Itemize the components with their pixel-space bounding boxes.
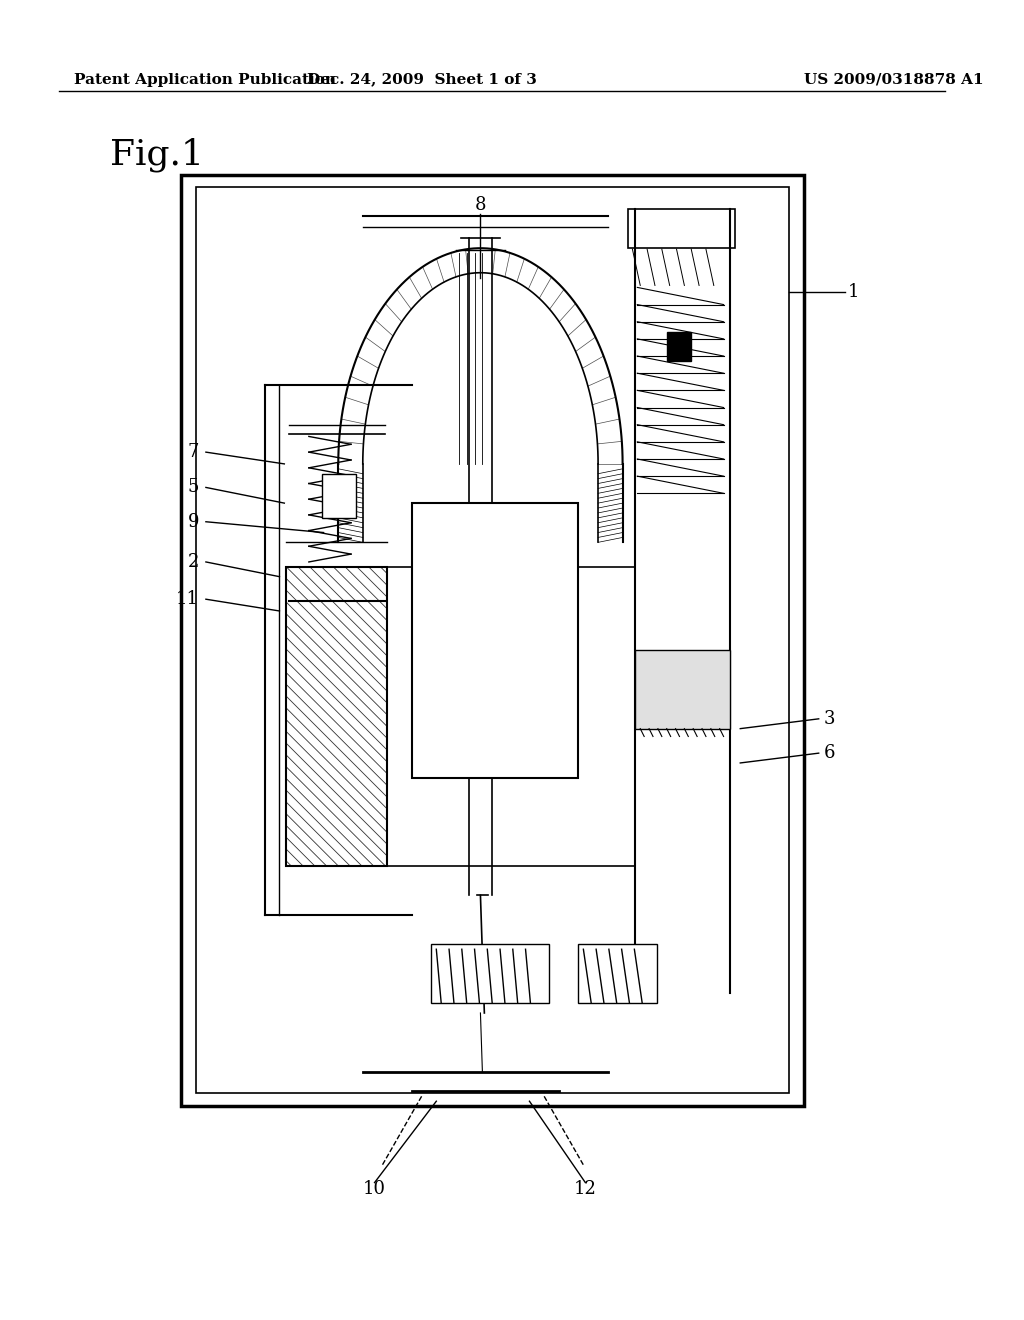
- Bar: [287, 566, 387, 866]
- Text: 2: 2: [187, 553, 199, 572]
- Text: 11: 11: [176, 590, 199, 609]
- Bar: [412, 503, 579, 777]
- Bar: [667, 331, 691, 360]
- Text: 8: 8: [475, 197, 486, 214]
- Text: 7: 7: [187, 444, 199, 461]
- Bar: [628, 209, 735, 248]
- Text: 6: 6: [823, 744, 836, 762]
- Text: 12: 12: [573, 1180, 597, 1199]
- Bar: [431, 944, 549, 1003]
- Bar: [322, 474, 356, 517]
- Text: Dec. 24, 2009  Sheet 1 of 3: Dec. 24, 2009 Sheet 1 of 3: [306, 73, 537, 87]
- Text: 9: 9: [187, 512, 199, 531]
- Text: Fig.1: Fig.1: [110, 137, 204, 173]
- Text: 10: 10: [364, 1180, 386, 1199]
- Bar: [635, 651, 730, 729]
- Text: 3: 3: [823, 710, 836, 727]
- Text: 5: 5: [187, 478, 199, 496]
- Text: Patent Application Publication: Patent Application Publication: [74, 73, 336, 87]
- Bar: [579, 944, 657, 1003]
- Text: 1: 1: [847, 284, 859, 301]
- Text: US 2009/0318878 A1: US 2009/0318878 A1: [804, 73, 984, 87]
